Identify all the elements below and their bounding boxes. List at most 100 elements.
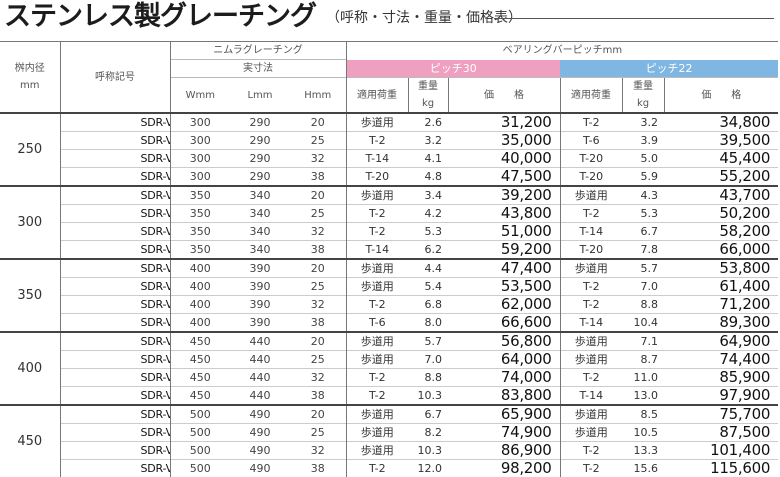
height-mm: 20 (290, 259, 346, 278)
width-mm: 300 (170, 113, 230, 132)
p30-weight-unit: kg (422, 98, 434, 109)
p30-weight: 6.7 (408, 405, 448, 424)
p22-load: T-2 (560, 205, 622, 223)
pit-width-label: 桝内径 (15, 63, 45, 74)
p22-load: T-14 (560, 387, 622, 406)
height-mm: 38 (290, 241, 346, 260)
length-mm: 290 (230, 150, 290, 168)
p22-load: 歩道用 (560, 332, 622, 351)
pitch22-header: ピッチ22 (560, 60, 778, 78)
p22-load: T-2 (560, 113, 622, 132)
length-mm: 340 (230, 186, 290, 205)
height-mm: 25 (290, 132, 346, 150)
p30-weight: 2.6 (408, 113, 448, 132)
p22-price-header: 価 格 (664, 78, 778, 114)
length-mm: 440 (230, 369, 290, 387)
p22-weight: 7.8 (622, 241, 664, 260)
p30-price: 47,400 (448, 259, 560, 278)
actual-size-header: 実寸法 (170, 60, 346, 78)
p22-weight: 10.4 (622, 314, 664, 333)
length-mm: 440 (230, 332, 290, 351)
p30-price: 31,200 (448, 113, 560, 132)
w-mm-header: Wmm (170, 78, 230, 114)
width-mm: 400 (170, 314, 230, 333)
height-mm: 20 (290, 186, 346, 205)
nominal-code: SDR-V 25-450 (60, 424, 170, 442)
height-mm: 32 (290, 223, 346, 241)
p22-price: 101,400 (664, 442, 778, 460)
p30-weight: 7.0 (408, 351, 448, 369)
p22-load: 歩道用 (560, 405, 622, 424)
width-mm: 350 (170, 241, 230, 260)
width-mm: 400 (170, 278, 230, 296)
p22-price: 50,200 (664, 205, 778, 223)
p30-weight: 5.7 (408, 332, 448, 351)
p30-price: 98,200 (448, 460, 560, 477)
p30-load: 歩道用 (346, 424, 408, 442)
p30-weight: 4.2 (408, 205, 448, 223)
p22-weight: 5.3 (622, 205, 664, 223)
price-table: 桝内径 mm 呼称記号 ニムラグレーチング ベアリングバーピッチmm 実寸法 ピ… (0, 41, 778, 477)
height-mm: 20 (290, 332, 346, 351)
p22-weight-label: 重量 (633, 81, 653, 92)
pit-width-cell: 400 (0, 332, 60, 405)
p30-price: 86,900 (448, 442, 560, 460)
nominal-code: SDR-V 20-350 (60, 259, 170, 278)
height-mm: 38 (290, 460, 346, 477)
p30-weight: 4.1 (408, 150, 448, 168)
p22-price: 87,500 (664, 424, 778, 442)
pit-width-cell: 250 (0, 113, 60, 186)
p30-load: T-2 (346, 132, 408, 150)
p22-price: 61,400 (664, 278, 778, 296)
ninmura-group-header: ニムラグレーチング (170, 42, 346, 60)
width-mm: 500 (170, 424, 230, 442)
p30-weight: 12.0 (408, 460, 448, 477)
length-mm: 390 (230, 278, 290, 296)
p22-weight: 3.2 (622, 113, 664, 132)
p22-load: 歩道用 (560, 424, 622, 442)
p30-load: 歩道用 (346, 442, 408, 460)
table-row: SDR-V 25-35040039025歩道用5.453,500T-27.061… (0, 278, 778, 296)
title-row: ステンレス製グレーチング （呼称・寸法・重量・価格表） (4, 0, 776, 38)
p22-weight: 3.9 (622, 132, 664, 150)
width-mm: 450 (170, 351, 230, 369)
nominal-code: SDR-V 20-450 (60, 405, 170, 424)
width-mm: 450 (170, 332, 230, 351)
table-row: SDR-V 32-40045044032T-28.874,000T-211.08… (0, 369, 778, 387)
p30-price: 74,900 (448, 424, 560, 442)
bearing-bar-group-header: ベアリングバーピッチmm (346, 42, 778, 60)
length-mm: 390 (230, 314, 290, 333)
height-mm: 25 (290, 424, 346, 442)
table-row: SDR-V 32-35040039032T-26.862,000T-28.871… (0, 296, 778, 314)
p30-price: 65,900 (448, 405, 560, 424)
length-mm: 340 (230, 223, 290, 241)
nominal-code: SDR-V 20-250 (60, 113, 170, 132)
height-mm: 20 (290, 405, 346, 424)
width-mm: 350 (170, 223, 230, 241)
nominal-code: SDR-V 38-250 (60, 168, 170, 187)
p30-weight: 5.4 (408, 278, 448, 296)
p22-weight: 7.0 (622, 278, 664, 296)
p22-load: T-20 (560, 241, 622, 260)
length-mm: 290 (230, 132, 290, 150)
p22-load: T-2 (560, 442, 622, 460)
height-mm: 38 (290, 168, 346, 187)
p22-price: 66,000 (664, 241, 778, 260)
p30-weight-label: 重量 (418, 81, 438, 92)
p22-weight: 4.3 (622, 186, 664, 205)
p22-load: T-20 (560, 150, 622, 168)
length-mm: 390 (230, 259, 290, 278)
p30-weight: 10.3 (408, 387, 448, 406)
p22-weight-header: 重量 kg (622, 78, 664, 114)
table-row: SDR-V 38-35040039038T-68.066,600T-1410.4… (0, 314, 778, 333)
width-mm: 350 (170, 186, 230, 205)
height-mm: 32 (290, 296, 346, 314)
table-row: SDR-V 38-30035034038T-146.259,200T-207.8… (0, 241, 778, 260)
table-row: SDR-V 25-25030029025T-23.235,000T-63.939… (0, 132, 778, 150)
p30-load: T-2 (346, 223, 408, 241)
p22-weight: 8.5 (622, 405, 664, 424)
length-mm: 490 (230, 424, 290, 442)
p22-weight: 13.0 (622, 387, 664, 406)
